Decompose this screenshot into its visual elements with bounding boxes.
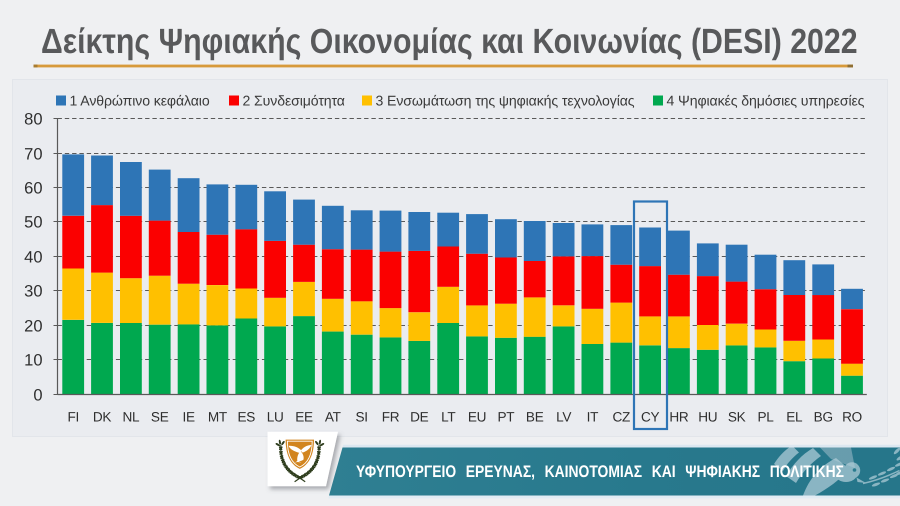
svg-text:IE: IE [182, 410, 194, 425]
svg-text:20: 20 [24, 317, 42, 335]
svg-text:DK: DK [93, 410, 112, 425]
svg-text:AT: AT [325, 410, 341, 425]
svg-text:IT: IT [587, 410, 598, 425]
svg-text:SK: SK [728, 410, 746, 425]
svg-text:HU: HU [698, 410, 717, 425]
svg-text:ES: ES [238, 410, 256, 425]
svg-text:0: 0 [33, 386, 42, 404]
svg-text:Δείκτης Ψηφιακής Οικονομίας κα: Δείκτης Ψηφιακής Οικονομίας και Κοινωνία… [41, 22, 858, 61]
svg-text:3 Ενσωμάτωση της ψηφιακής τεχν: 3 Ενσωμάτωση της ψηφιακής τεχνολογίας [376, 93, 635, 109]
svg-text:60: 60 [24, 179, 42, 197]
svg-text:4 Ψηφιακές δημόσιες υπηρεσίες: 4 Ψηφιακές δημόσιες υπηρεσίες [667, 93, 865, 109]
svg-text:40: 40 [24, 248, 42, 266]
svg-text:RO: RO [842, 410, 862, 425]
svg-text:HR: HR [669, 410, 689, 425]
svg-text:EL: EL [786, 410, 803, 425]
svg-text:2 Συνδεσιμότητα: 2 Συνδεσιμότητα [243, 93, 345, 109]
svg-text:80: 80 [24, 110, 42, 128]
svg-text:1 Ανθρώπινο κεφάλαιο: 1 Ανθρώπινο κεφάλαιο [70, 93, 210, 109]
svg-text:NL: NL [123, 410, 141, 425]
svg-text:10: 10 [24, 351, 42, 369]
svg-text:PT: PT [498, 410, 515, 425]
svg-text:DE: DE [410, 410, 429, 425]
svg-text:SE: SE [151, 410, 169, 425]
svg-text:LT: LT [441, 410, 455, 425]
svg-text:CZ: CZ [613, 410, 631, 425]
svg-text:BE: BE [526, 410, 544, 425]
svg-text:70: 70 [24, 145, 42, 163]
svg-text:MT: MT [208, 410, 227, 425]
svg-text:30: 30 [24, 282, 42, 300]
svg-text:EU: EU [468, 410, 486, 425]
svg-text:SI: SI [355, 410, 367, 425]
svg-text:FI: FI [67, 410, 78, 425]
svg-text:LV: LV [556, 410, 571, 425]
svg-text:BG: BG [814, 410, 833, 425]
svg-text:PL: PL [757, 410, 774, 425]
svg-text:ΥΦΥΠΟΥΡΓΕΙΟ ΕΡΕΥΝΑΣ, ΚΑΙΝΟΤΟΜΙ: ΥΦΥΠΟΥΡΓΕΙΟ ΕΡΕΥΝΑΣ, ΚΑΙΝΟΤΟΜΙΑΣ ΚΑΙ ΨΗΦ… [356, 462, 844, 481]
svg-text:EE: EE [295, 410, 313, 425]
svg-text:LU: LU [267, 410, 284, 425]
svg-text:50: 50 [24, 213, 42, 231]
svg-text:CY: CY [641, 410, 660, 425]
svg-text:FR: FR [382, 410, 400, 425]
